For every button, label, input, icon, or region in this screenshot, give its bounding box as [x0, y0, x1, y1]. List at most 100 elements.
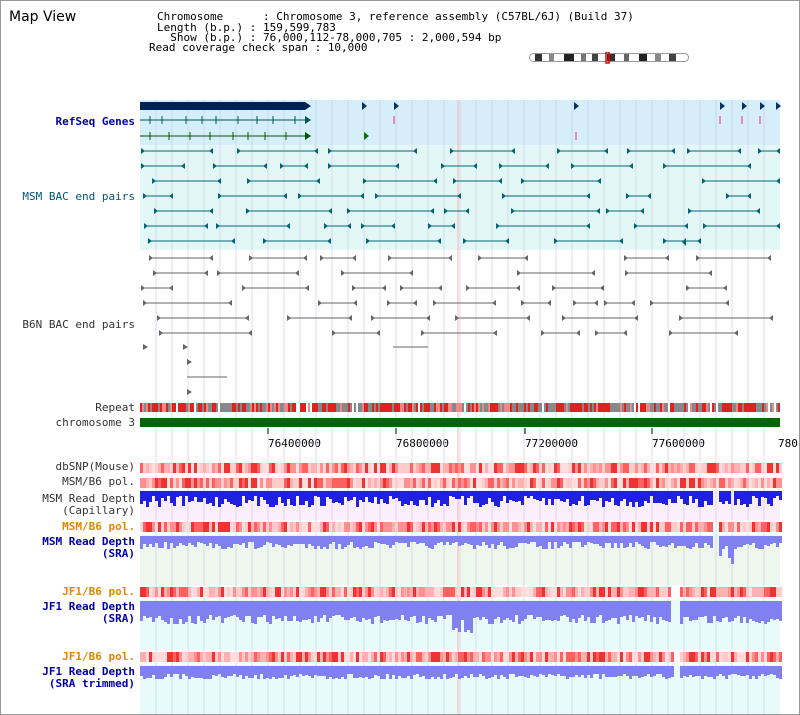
pol-cell	[326, 652, 329, 662]
pol-cell	[740, 652, 743, 662]
pol-cell	[650, 587, 653, 597]
pol-cell	[773, 478, 776, 488]
pol-cell	[245, 587, 248, 597]
depth-bar	[596, 666, 599, 674]
depth-bar	[710, 536, 713, 548]
bac-end-marker	[242, 285, 246, 291]
repeat-segment	[412, 403, 414, 412]
pol-cell	[707, 587, 710, 597]
pol-cell	[368, 478, 371, 488]
track-label-msm-bac[interactable]: MSM BAC end pairs	[22, 190, 135, 203]
pol-cell	[236, 463, 239, 473]
bac-end-marker	[758, 148, 762, 154]
depth-bar	[323, 601, 326, 615]
pol-cell	[527, 463, 530, 473]
pol-cell	[368, 652, 371, 662]
depth-bar	[281, 601, 284, 621]
depth-bar	[461, 666, 464, 678]
depth-bar	[749, 536, 752, 545]
chromosome-ideogram[interactable]	[529, 52, 691, 64]
pol-cell	[683, 522, 686, 532]
pol-cell	[467, 587, 470, 597]
depth-bar	[614, 536, 617, 543]
pol-cell	[608, 522, 611, 532]
pol-cell	[476, 652, 479, 662]
depth-bar	[470, 491, 473, 496]
depth-bar	[458, 536, 461, 546]
pol-cell	[626, 522, 629, 532]
depth-bar	[638, 491, 641, 507]
depth-bar	[335, 666, 338, 678]
depth-bar	[599, 666, 602, 679]
depth-bar	[656, 536, 659, 545]
pol-cell	[365, 478, 368, 488]
depth-bar	[473, 666, 476, 677]
pol-cell	[428, 478, 431, 488]
depth-bar	[311, 666, 314, 678]
depth-bar	[269, 666, 272, 679]
depth-bar	[356, 536, 359, 547]
track-label-repeat: Repeat	[95, 401, 135, 414]
depth-bar	[401, 536, 404, 543]
pol-cell	[431, 478, 434, 488]
depth-bar	[227, 491, 230, 502]
pol-cell	[365, 522, 368, 532]
depth-bar	[461, 601, 464, 620]
pol-cell	[752, 522, 755, 532]
bac-end-marker	[600, 285, 604, 291]
pol-cell	[503, 652, 506, 662]
depth-bar	[482, 601, 485, 617]
depth-bar	[236, 601, 239, 617]
pol-cell	[557, 522, 560, 532]
pol-cell	[710, 522, 713, 532]
depth-bar	[608, 491, 611, 502]
depth-bar	[569, 536, 572, 548]
depth-bar	[293, 601, 296, 616]
depth-bar	[203, 601, 206, 623]
pol-cell	[173, 463, 176, 473]
bac-end-marker	[586, 223, 590, 229]
repeat-segment	[184, 403, 186, 412]
depth-bar	[146, 601, 149, 618]
pol-cell	[647, 652, 650, 662]
pol-cell	[317, 652, 320, 662]
depth-bar	[536, 536, 539, 547]
depth-bar	[254, 536, 257, 549]
repeat-segment	[628, 403, 630, 412]
depth-bar	[662, 491, 665, 504]
depth-bar	[473, 491, 476, 503]
bac-end-marker	[554, 238, 558, 244]
pol-cell	[527, 478, 530, 488]
depth-bar	[422, 536, 425, 543]
bac-end-marker	[626, 193, 630, 199]
depth-bar	[341, 491, 344, 505]
pol-cell	[743, 478, 746, 488]
pol-cell	[668, 478, 671, 488]
repeat-segment	[270, 403, 272, 412]
pol-cell	[545, 463, 548, 473]
bac-end-marker	[747, 193, 751, 199]
repeat-segment	[288, 403, 290, 412]
repeat-segment	[180, 403, 182, 412]
pol-cell	[206, 587, 209, 597]
bac-end-marker	[703, 223, 707, 229]
coverage-info: Read coverage check span : 10,000	[149, 42, 368, 53]
depth-bar	[668, 666, 671, 678]
pol-cell	[422, 522, 425, 532]
pol-cell	[164, 522, 167, 532]
bac-end-marker	[318, 300, 322, 306]
pol-cell	[521, 522, 524, 532]
pol-cell	[530, 652, 533, 662]
repeat-segment	[394, 403, 396, 412]
pol-cell	[734, 587, 737, 597]
depth-bar	[734, 666, 737, 674]
track-label-refseq[interactable]: RefSeq Genes	[55, 115, 135, 128]
repeat-segment	[578, 403, 580, 412]
pol-cell	[515, 478, 518, 488]
track-label-b6n-bac[interactable]: B6N BAC end pairs	[22, 318, 135, 331]
depth-bar	[362, 601, 365, 618]
pol-cell	[497, 522, 500, 532]
repeat-segment	[602, 403, 604, 412]
bac-end-marker	[213, 163, 217, 169]
